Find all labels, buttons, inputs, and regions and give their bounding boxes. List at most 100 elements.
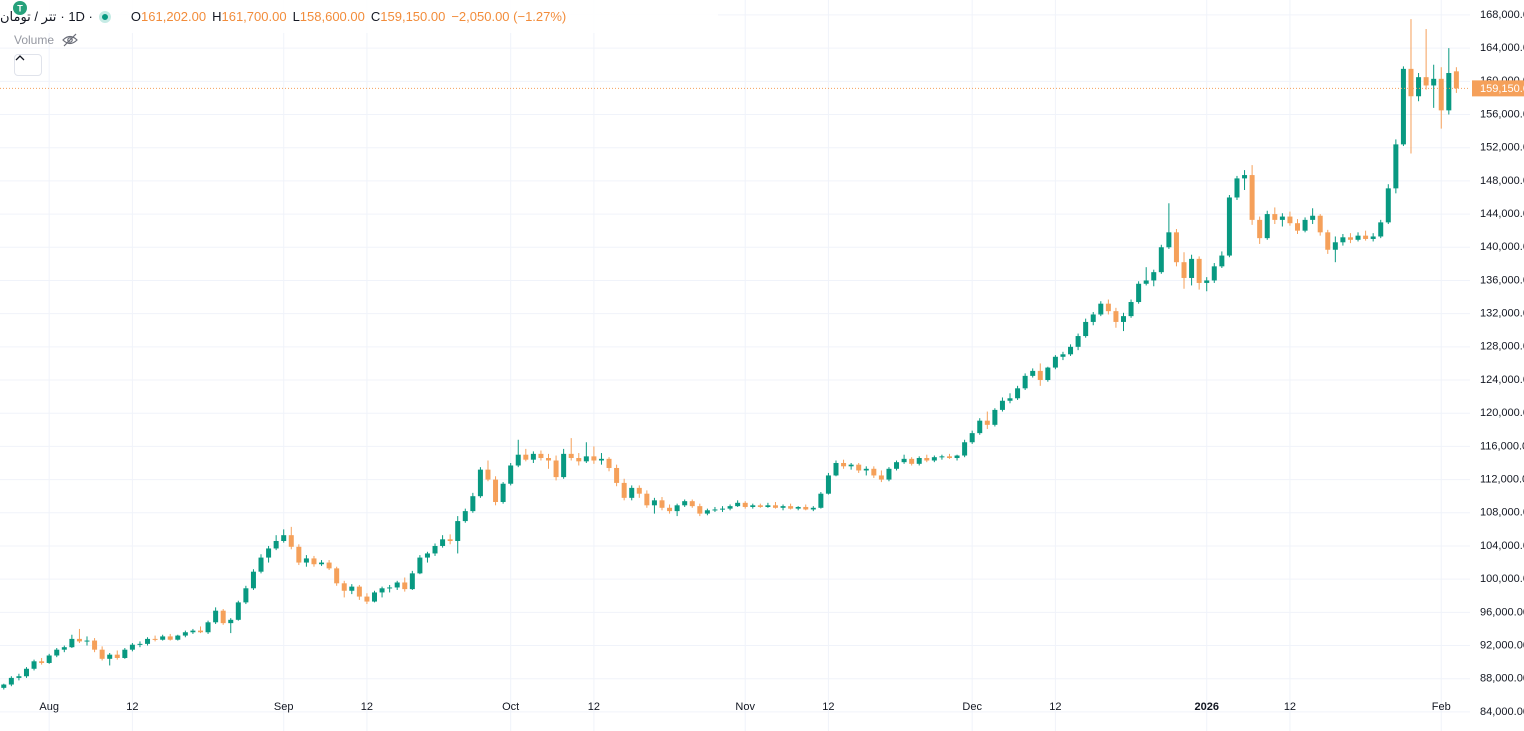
candle-body: [1120, 316, 1126, 322]
axes: 84,000.00 88,000.00 92,000.00 96,000.00 100,…: [0, 9, 1524, 718]
candle-body: [803, 506, 809, 510]
candle-body: [1317, 215, 1323, 233]
candle-body: [954, 455, 960, 459]
candle-body: [1, 684, 7, 688]
candle-body: [114, 654, 120, 658]
candle-body: [137, 643, 143, 645]
candle-body: [674, 505, 680, 512]
volume-label: Volume: [14, 33, 55, 47]
candle-body: [296, 546, 302, 563]
candle-body: [1045, 367, 1051, 381]
collapse-button[interactable]: [14, 54, 42, 76]
y-tick-label: 116,000.00: [1480, 440, 1524, 452]
candle-body: [424, 553, 430, 558]
candle-body: [1181, 262, 1187, 278]
candle-body: [1052, 356, 1058, 368]
candle-body: [772, 505, 778, 508]
y-tick-label: 152,000.00: [1480, 142, 1524, 154]
candle-body: [1234, 178, 1240, 198]
x-tick-label: Aug: [39, 701, 59, 713]
interval[interactable]: 1D: [68, 9, 85, 24]
candle-body: [235, 602, 241, 620]
last-price-label: 159,150.00: [1480, 83, 1524, 95]
candle-body: [197, 630, 203, 633]
candle-body: [1158, 247, 1164, 273]
ohlc-value: 159,150.00: [380, 9, 446, 24]
candle-body: [515, 454, 521, 466]
candle-body: [273, 540, 279, 549]
candle-body: [621, 482, 627, 498]
candle-body: [432, 545, 438, 554]
y-tick-label: 104,000.00: [1480, 540, 1524, 552]
candle-body: [856, 464, 862, 471]
y-tick-label: 140,000.00: [1480, 241, 1524, 253]
candle-body: [1060, 354, 1066, 357]
candle-body: [228, 619, 234, 624]
market-status[interactable]: [98, 10, 111, 23]
candle-body: [977, 420, 983, 434]
candle-body: [258, 557, 264, 572]
candle-body: [1249, 175, 1255, 220]
candle-body: [788, 506, 794, 509]
candle-body: [992, 409, 998, 425]
x-tick-label: 12: [361, 701, 373, 713]
candle-body: [629, 487, 635, 498]
candle-body: [167, 636, 173, 640]
candle-body: [667, 507, 673, 512]
candle-body: [848, 464, 854, 467]
candle-body: [23, 668, 29, 677]
y-tick-label: 92,000.00: [1480, 639, 1524, 651]
candle-body: [931, 457, 937, 461]
candle-body: [1393, 144, 1399, 189]
candle-body: [697, 506, 703, 514]
candle-body: [1151, 272, 1157, 281]
x-tick-label: 12: [1049, 701, 1061, 713]
candle-body: [553, 460, 559, 478]
candle-body: [1416, 77, 1422, 97]
y-tick-label: 164,000.00: [1480, 42, 1524, 54]
candle-body: [1143, 280, 1149, 284]
candle-body: [795, 506, 801, 509]
separator: ·: [60, 9, 69, 24]
candle-body: [39, 661, 45, 663]
x-tick-label: Feb: [1432, 701, 1451, 713]
candle-body: [818, 493, 824, 508]
candle-body: [447, 539, 453, 541]
candle-body: [901, 458, 907, 463]
candle-body: [175, 635, 181, 640]
candle-body: [1325, 232, 1331, 250]
candle-body: [477, 469, 483, 497]
candle-body: [364, 596, 370, 602]
candle-body: [341, 583, 347, 591]
candle-body: [1204, 280, 1210, 283]
candle-body: [924, 458, 930, 461]
y-tick-label: 100,000.00: [1480, 573, 1524, 585]
candle-body: [160, 636, 166, 640]
candle-body: [76, 638, 82, 642]
candle-body: [1075, 336, 1081, 347]
y-tick-label: 168,000.00: [1480, 9, 1524, 21]
x-tick-label: Oct: [502, 701, 519, 713]
y-tick-label: 136,000.00: [1480, 274, 1524, 286]
ohlc-key: O: [130, 9, 142, 24]
candle-body: [984, 420, 990, 425]
candle-body: [303, 558, 309, 563]
candle-body: [371, 592, 377, 602]
candle-body: [205, 622, 211, 633]
candle-body: [1226, 197, 1232, 256]
candle-body: [576, 458, 582, 462]
candle-body: [1347, 237, 1353, 240]
candle-body: [1446, 73, 1452, 111]
symbol-legend: T تتر / تومان · 1D · O161,202.00 H161,700…: [0, 0, 718, 33]
hide-icon[interactable]: [62, 33, 78, 47]
candle-body: [742, 502, 748, 507]
volume-indicator[interactable]: Volume: [14, 33, 78, 47]
symbol-name[interactable]: تتر / تومان: [0, 8, 57, 24]
candle-body: [871, 468, 877, 476]
y-tick-label: 132,000.00: [1480, 308, 1524, 320]
separator: ·: [84, 9, 93, 24]
